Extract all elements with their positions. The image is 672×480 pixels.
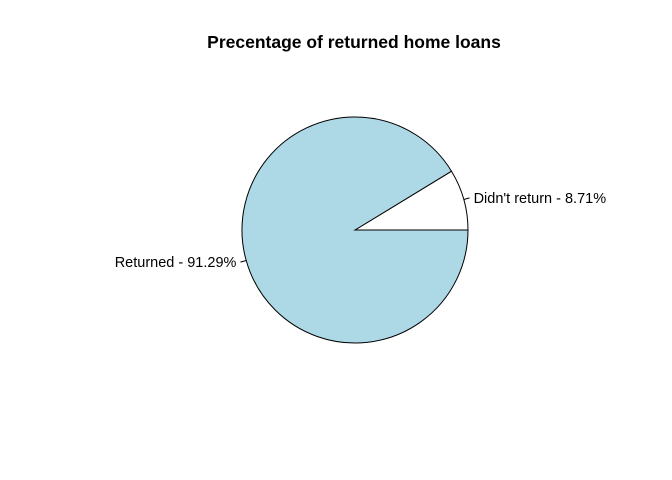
pie-label-0: Didn't return - 8.71%: [474, 191, 607, 207]
chart-title: Precentage of returned home loans: [207, 32, 501, 52]
pie-label-tick-0: [463, 197, 470, 200]
pie-label-tick-1: [240, 260, 247, 263]
pie-slice-1: [241, 116, 469, 344]
pie-slices: [241, 116, 469, 344]
pie-label-1: Returned - 91.29%: [115, 255, 237, 271]
pie-labels: Didn't return - 8.71% Returned - 91.29%: [115, 191, 606, 271]
